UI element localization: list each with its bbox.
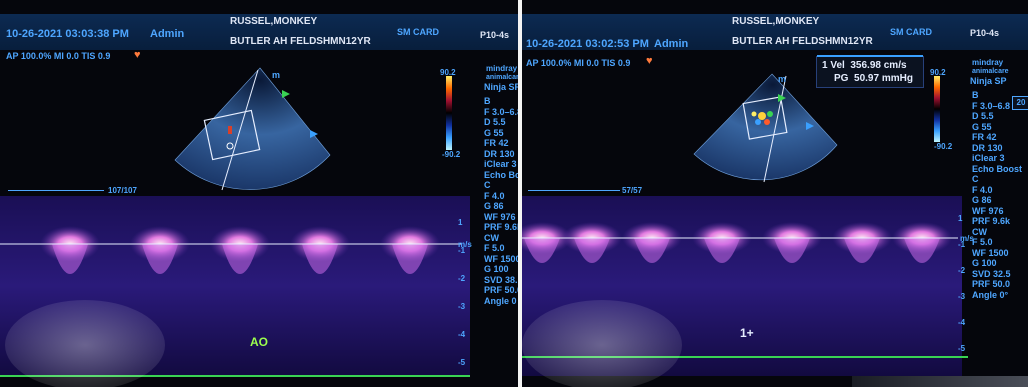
brand-logo: mindray animalcare <box>486 64 518 82</box>
power-line: AP 100.0% MI 0.0 TIS 0.9 <box>6 51 111 61</box>
velocity-tick: -4 <box>458 330 466 339</box>
velocity-label: Vel <box>830 60 845 71</box>
velocity-tick: -1 <box>958 240 966 249</box>
doppler-spectrum <box>522 196 962 376</box>
svg-text:m: m <box>778 74 786 84</box>
probe-label: P10-4s <box>970 28 1000 38</box>
velocity-tick: -2 <box>458 274 466 283</box>
probe-label: P10-4s <box>480 30 510 40</box>
velocity-tick: -4 <box>958 318 966 327</box>
storage-label: SM CARD <box>397 27 439 37</box>
velocity-tick: -3 <box>958 292 966 301</box>
ultrasound-panel-left: RUSSEL,MONKEY BUTLER AH FELDSHMN12YR SM … <box>0 0 518 387</box>
color-scale-bottom: -90.2 <box>934 142 953 151</box>
screen-bezel <box>852 376 1028 387</box>
velocity-value: 356.98 cm/s <box>850 60 907 71</box>
measurement-index: 1 <box>822 60 828 71</box>
color-scale-bar <box>934 76 940 142</box>
parameter-list: B F 3.0–6.8 D 5.5 G 55 FR 42 DR 130 iCle… <box>972 90 1023 300</box>
image-divider <box>518 0 522 387</box>
color-scale-bottom: -90.2 <box>442 150 461 159</box>
frame-counter: 107/107 <box>108 186 137 195</box>
velocity-tick: 1 <box>458 218 463 227</box>
color-scale-top: 90.2 <box>930 68 946 77</box>
datetime: 10-26-2021 03:02:53 PM <box>526 38 649 50</box>
side-tag: 20 <box>1012 96 1028 110</box>
patient-name: RUSSEL,MONKEY <box>230 16 318 27</box>
brand-sub: animalcare <box>972 68 1009 75</box>
timeline-bar <box>528 190 620 191</box>
preset-label: Ninja SP <box>970 76 1007 86</box>
power-line: AP 100.0% MI 0.0 TIS 0.9 <box>526 58 631 68</box>
pressure-gradient-label: PG <box>834 73 849 84</box>
heart-icon: ♥ <box>646 55 653 67</box>
baseline-green <box>522 356 968 358</box>
measurement-cursor[interactable]: 1+ <box>740 326 754 340</box>
user-label: Admin <box>150 28 185 40</box>
screen-glare <box>5 300 165 387</box>
brand-sub: animalcare <box>486 74 518 81</box>
color-scale-top: 90.2 <box>440 68 456 77</box>
preset-label: Ninja SP <box>484 82 518 92</box>
user-label: Admin <box>654 38 689 50</box>
bmode-sector: m <box>693 73 838 183</box>
velocity-tick: -1 <box>458 246 466 255</box>
brand-name: mindray <box>972 58 1004 67</box>
velocity-tick: -3 <box>458 302 466 311</box>
datetime: 10-26-2021 03:03:38 PM <box>6 28 129 40</box>
timeline-bar <box>8 190 104 191</box>
bmode-sector: m <box>174 67 331 191</box>
patient-subtitle: BUTLER AH FELDSHMN12YR <box>732 36 873 47</box>
heart-icon: ♥ <box>134 49 141 61</box>
patient-subtitle: BUTLER AH FELDSHMN12YR <box>230 36 371 47</box>
header-bar <box>0 14 518 50</box>
doppler-spectrum <box>0 196 470 376</box>
measurement-box: 1 Vel 356.98 cm/s PG 50.97 mmHg <box>816 55 924 88</box>
scale-units: m/s <box>960 234 974 243</box>
color-scale-bar <box>446 76 452 150</box>
patient-name: RUSSEL,MONKEY <box>732 16 820 27</box>
velocity-tick: 1 <box>958 214 963 223</box>
parameter-list: B F 3.0–6.8 D 5.5 G 55 FR 42 DR 130 iCle… <box>484 96 518 306</box>
storage-label: SM CARD <box>890 27 932 37</box>
velocity-tick: -5 <box>958 344 966 353</box>
header-bar <box>522 14 1028 50</box>
annotation-label: AO <box>250 335 268 349</box>
brand-logo: mindray animalcare <box>972 58 1009 76</box>
velocity-tick: -5 <box>458 358 466 367</box>
svg-text:m: m <box>272 70 280 80</box>
scale-units: m/s <box>458 240 472 249</box>
frame-counter: 57/57 <box>622 186 643 195</box>
screen-glare <box>522 300 682 387</box>
velocity-tick: -2 <box>958 266 966 275</box>
brand-name: mindray <box>486 64 518 73</box>
ultrasound-panel-right: RUSSEL,MONKEY BUTLER AH FELDSHMN12YR SM … <box>522 0 1028 387</box>
baseline-green <box>0 375 470 377</box>
pressure-gradient-value: 50.97 mmHg <box>854 73 913 84</box>
